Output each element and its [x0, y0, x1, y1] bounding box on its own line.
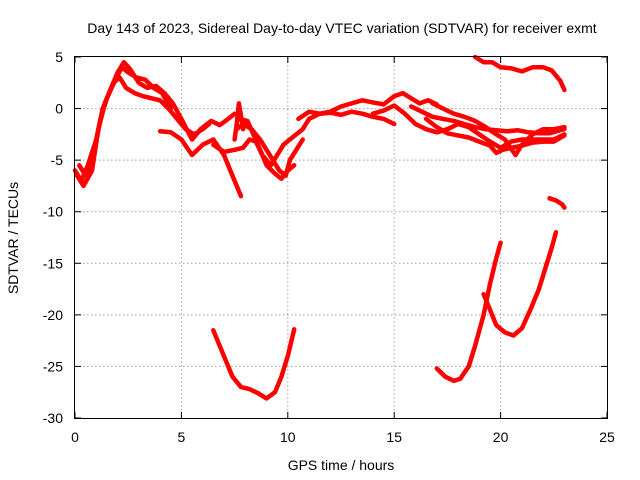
series-arc-18 [481, 230, 559, 338]
y-tick-label--15: -15 [43, 255, 63, 271]
x-tick-label-20: 20 [493, 429, 509, 445]
data-series-layer [72, 54, 567, 401]
series-arc-9 [296, 90, 440, 122]
series-arc-14 [472, 54, 567, 93]
series-arc-17 [434, 240, 503, 384]
series-arc-7 [236, 116, 297, 181]
y-tick-label--20: -20 [43, 307, 63, 323]
axis-ticks: 0 5 10 15 20 25 5 0 -5 -10 -15 -20 -25 -30 [43, 49, 615, 445]
plot-frame [74, 56, 608, 419]
x-tick-label-15: 15 [386, 429, 402, 445]
series-arc-13 [430, 101, 567, 158]
series-arc-4 [157, 129, 244, 199]
series-arc-5 [211, 109, 397, 168]
y-tick-label--30: -30 [43, 410, 63, 426]
series-arc-12 [423, 116, 567, 156]
y-axis-label: SDTVAR / TECUs [5, 182, 21, 294]
series-arc-3 [77, 65, 174, 178]
chart-title: Day 143 of 2023, Sidereal Day-to-day VTE… [87, 20, 596, 36]
y-tick-label-5: 5 [55, 49, 63, 65]
x-axis-label: GPS time / hours [288, 457, 395, 473]
y-tick-label--5: -5 [51, 152, 64, 168]
y-tick-label--25: -25 [43, 358, 63, 374]
series-arc-15 [547, 196, 567, 210]
x-tick-label-5: 5 [178, 429, 186, 445]
grid [75, 57, 607, 418]
x-tick-label-25: 25 [599, 429, 615, 445]
series-arc-16 [211, 327, 297, 401]
series-arc-8 [232, 101, 246, 142]
y-tick-label-0: 0 [55, 101, 63, 117]
x-tick-label-0: 0 [71, 429, 79, 445]
y-tick-label--10: -10 [43, 204, 63, 220]
x-tick-label-10: 10 [280, 429, 296, 445]
